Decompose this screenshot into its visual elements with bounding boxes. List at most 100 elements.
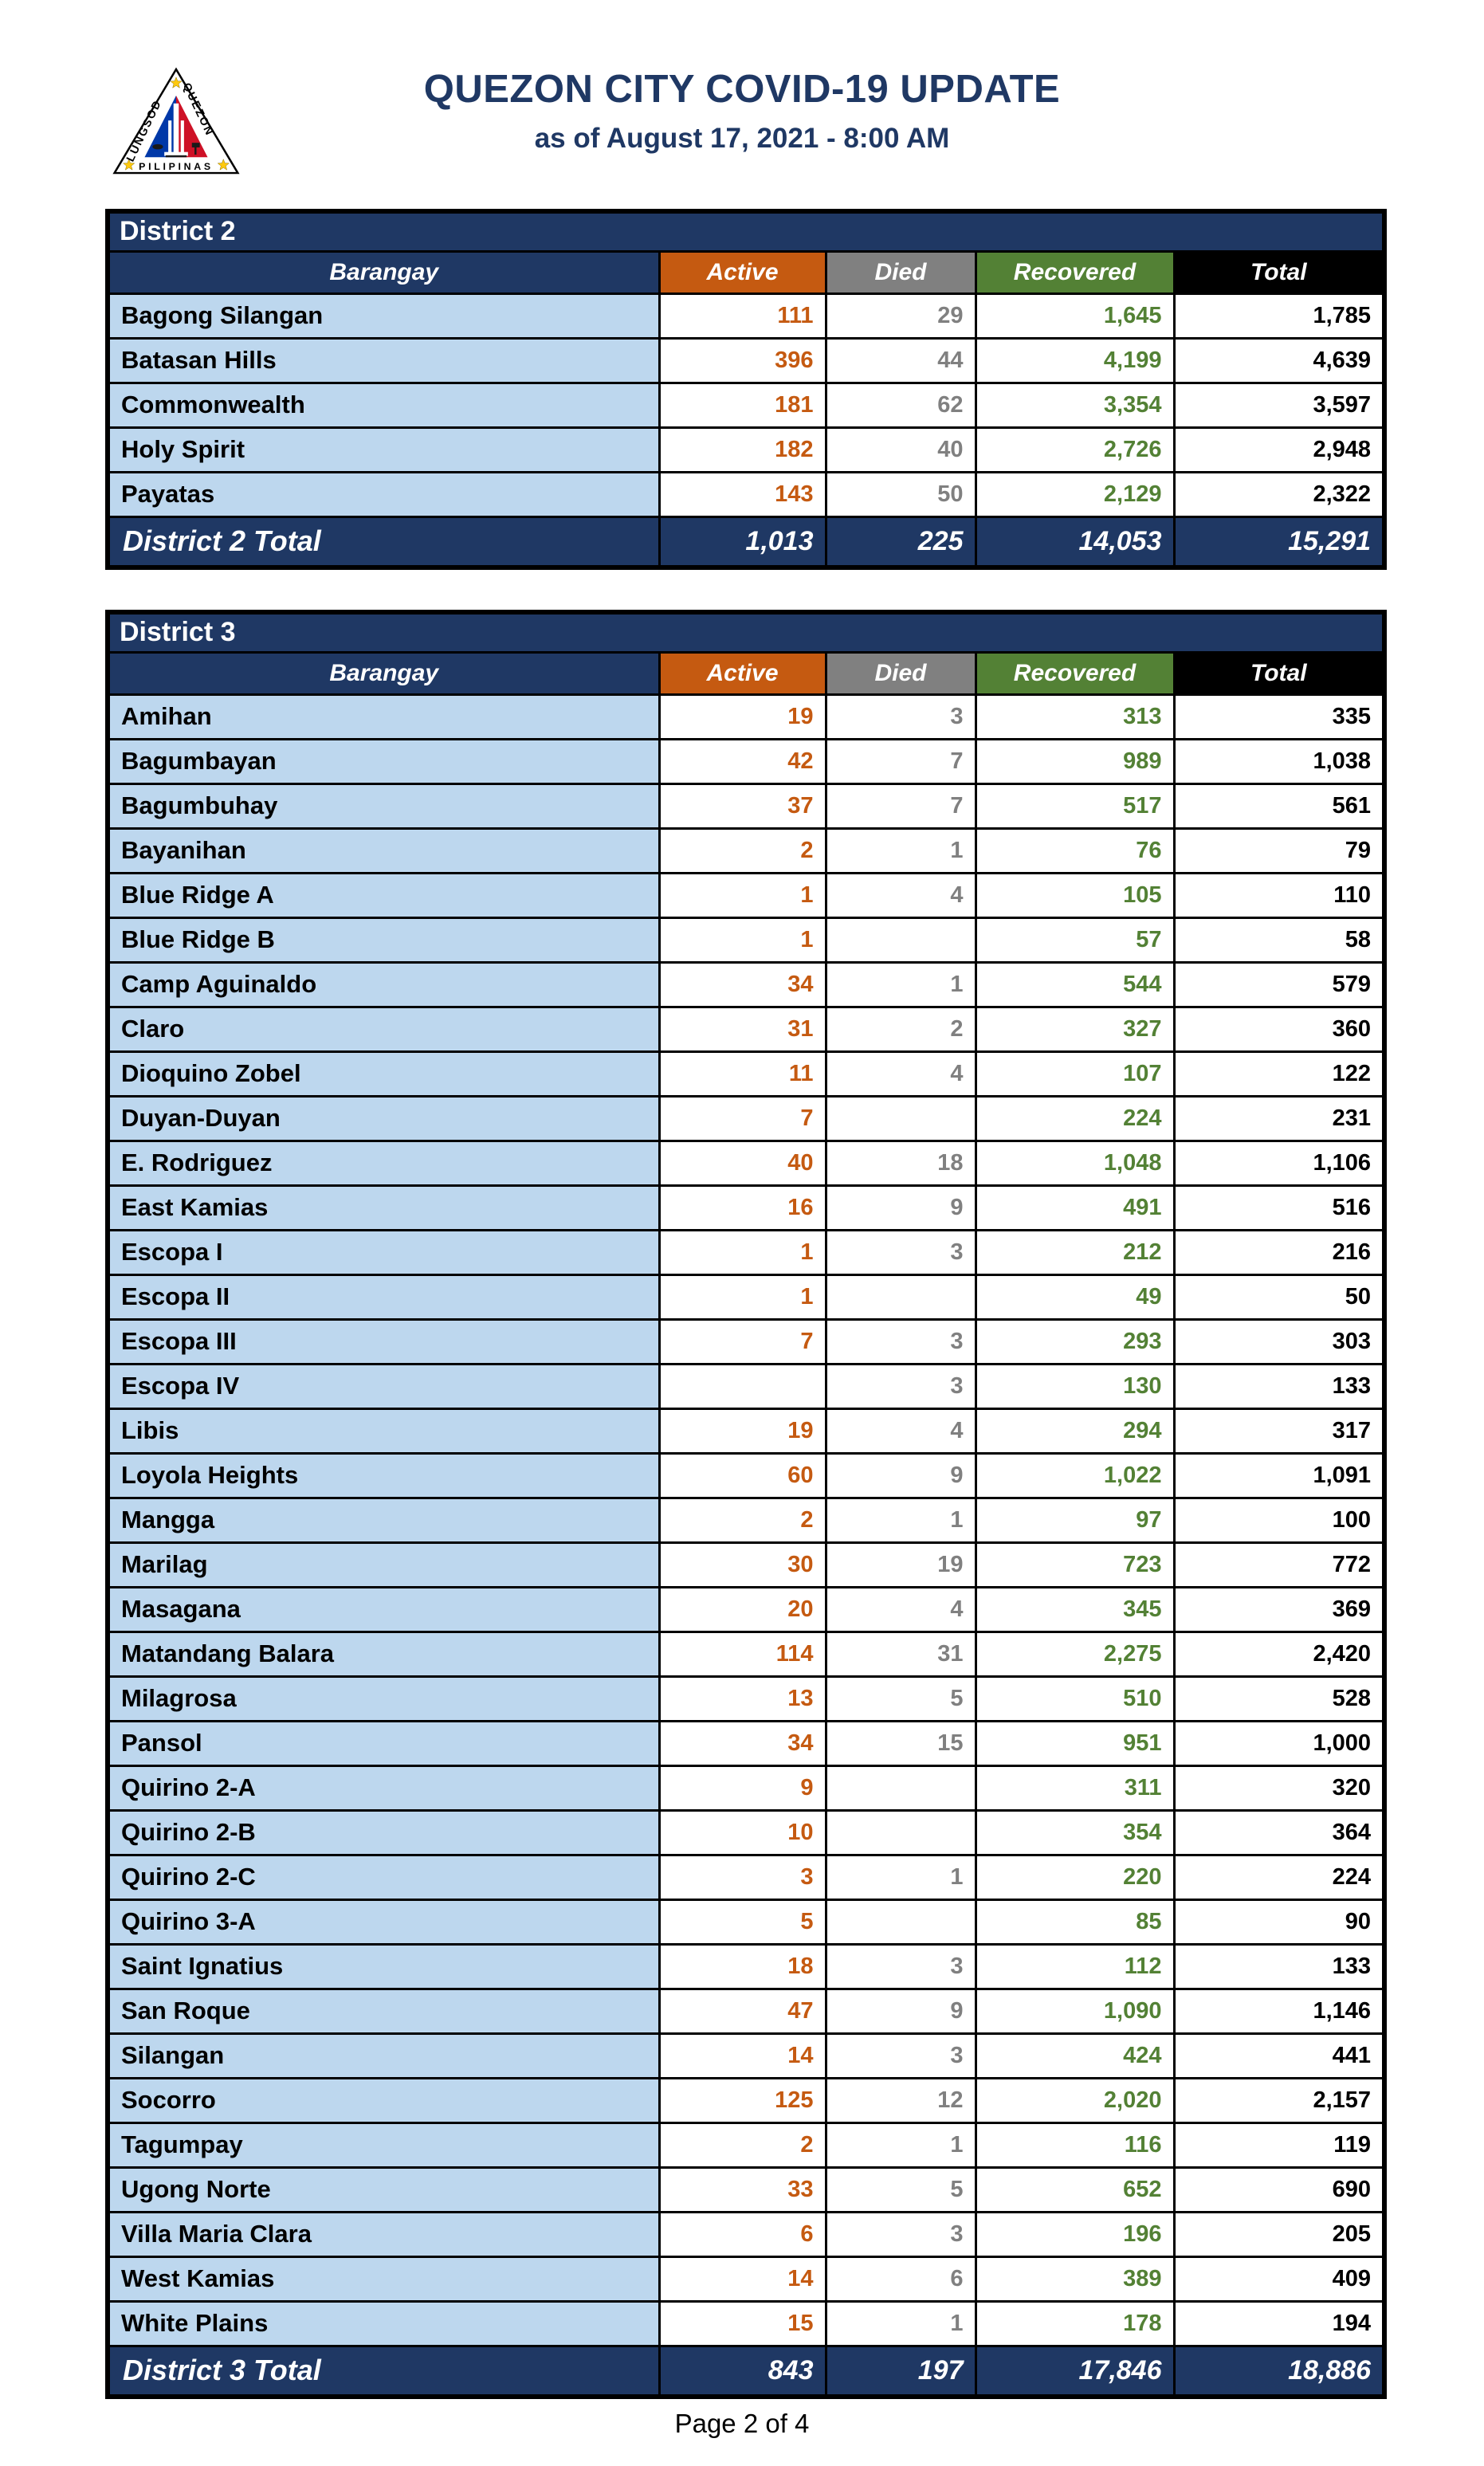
table-row: Marilag 30 19 723 772 bbox=[106, 1541, 1386, 1588]
active-cell: 18 bbox=[658, 1942, 827, 1990]
total-cell: 335 bbox=[1172, 693, 1386, 740]
active-cell: 2 bbox=[658, 827, 827, 874]
died-cell bbox=[824, 1094, 977, 1142]
district-total-total: 18,886 bbox=[1172, 2344, 1386, 2398]
district-total-died: 225 bbox=[824, 515, 977, 569]
barangay-name-cell: Payatas bbox=[106, 470, 661, 518]
total-cell: 317 bbox=[1172, 1407, 1386, 1455]
recovered-cell: 293 bbox=[974, 1317, 1176, 1365]
table-row: Masagana 20 4 345 369 bbox=[106, 1585, 1386, 1633]
barangay-name-cell: Escopa I bbox=[106, 1228, 661, 1276]
total-cell: 231 bbox=[1172, 1094, 1386, 1142]
table-row: Mangga 2 1 97 100 bbox=[106, 1496, 1386, 1544]
active-cell: 181 bbox=[658, 381, 827, 429]
table-row: Quirino 2-C 3 1 220 224 bbox=[106, 1853, 1386, 1901]
barangay-name-cell: Batasan Hills bbox=[106, 336, 661, 384]
total-cell: 224 bbox=[1172, 1853, 1386, 1901]
recovered-cell: 178 bbox=[974, 2299, 1176, 2347]
column-header-total: Total bbox=[1172, 249, 1386, 295]
district-total-row: District 3 Total 843 197 17,846 18,886 bbox=[106, 2344, 1386, 2398]
table-row: Pansol 34 15 951 1,000 bbox=[106, 1719, 1386, 1767]
star-icon bbox=[217, 159, 230, 171]
died-cell: 3 bbox=[824, 693, 977, 740]
barangay-name-cell: Quirino 2-A bbox=[106, 1764, 661, 1812]
total-cell: 772 bbox=[1172, 1541, 1386, 1588]
barangay-name-cell: Mangga bbox=[106, 1496, 661, 1544]
table-row: Dioquino Zobel 11 4 107 122 bbox=[106, 1050, 1386, 1098]
table-row: Loyola Heights 60 9 1,022 1,091 bbox=[106, 1451, 1386, 1499]
total-cell: 1,091 bbox=[1172, 1451, 1386, 1499]
district-total-active: 1,013 bbox=[658, 515, 827, 569]
recovered-cell: 424 bbox=[974, 2032, 1176, 2079]
died-cell: 5 bbox=[824, 2166, 977, 2213]
barangay-name-cell: Tagumpay bbox=[106, 2121, 661, 2169]
died-cell: 1 bbox=[824, 827, 977, 874]
total-cell: 2,948 bbox=[1172, 426, 1386, 473]
table-row: Quirino 3-A 5 85 90 bbox=[106, 1898, 1386, 1946]
recovered-cell: 85 bbox=[974, 1898, 1176, 1946]
died-cell: 62 bbox=[824, 381, 977, 429]
died-cell: 2 bbox=[824, 1005, 977, 1053]
barangay-name-cell: Blue Ridge A bbox=[106, 871, 661, 919]
recovered-cell: 76 bbox=[974, 827, 1176, 874]
active-cell: 11 bbox=[658, 1050, 827, 1098]
column-header-barangay: Barangay bbox=[106, 249, 661, 295]
total-cell: 110 bbox=[1172, 871, 1386, 919]
table-row: Payatas 143 50 2,129 2,322 bbox=[106, 470, 1386, 518]
table-row: Camp Aguinaldo 34 1 544 579 bbox=[106, 960, 1386, 1008]
recovered-cell: 510 bbox=[974, 1675, 1176, 1722]
died-cell: 9 bbox=[824, 1184, 977, 1231]
total-cell: 2,420 bbox=[1172, 1630, 1386, 1678]
recovered-cell: 517 bbox=[974, 782, 1176, 830]
total-cell: 303 bbox=[1172, 1317, 1386, 1365]
table-row: White Plains 15 1 178 194 bbox=[106, 2299, 1386, 2347]
total-cell: 90 bbox=[1172, 1898, 1386, 1946]
barangay-name-cell: Socorro bbox=[106, 2076, 661, 2124]
table-row: Batasan Hills 396 44 4,199 4,639 bbox=[106, 336, 1386, 384]
active-cell: 9 bbox=[658, 1764, 827, 1812]
total-cell: 133 bbox=[1172, 1362, 1386, 1410]
recovered-cell: 491 bbox=[974, 1184, 1176, 1231]
column-header-row: Barangay Active Died Recovered Total bbox=[106, 650, 1386, 696]
active-cell: 125 bbox=[658, 2076, 827, 2124]
active-cell: 19 bbox=[658, 693, 827, 740]
active-cell: 20 bbox=[658, 1585, 827, 1633]
died-cell: 15 bbox=[824, 1719, 977, 1767]
total-cell: 205 bbox=[1172, 2210, 1386, 2258]
died-cell: 6 bbox=[824, 2255, 977, 2303]
page-header: LUNGSOD QUEZON PILIPINAS QUEZON CITY COV… bbox=[0, 0, 1484, 209]
active-cell: 15 bbox=[658, 2299, 827, 2347]
total-cell: 194 bbox=[1172, 2299, 1386, 2347]
column-header-recovered: Recovered bbox=[974, 249, 1176, 295]
table-row: Saint Ignatius 18 3 112 133 bbox=[106, 1942, 1386, 1990]
recovered-cell: 327 bbox=[974, 1005, 1176, 1053]
active-cell: 14 bbox=[658, 2255, 827, 2303]
died-cell: 50 bbox=[824, 470, 977, 518]
recovered-cell: 224 bbox=[974, 1094, 1176, 1142]
barangay-name-cell: Blue Ridge B bbox=[106, 916, 661, 964]
total-cell: 364 bbox=[1172, 1808, 1386, 1856]
recovered-cell: 105 bbox=[974, 871, 1176, 919]
barangay-name-cell: E. Rodriguez bbox=[106, 1139, 661, 1187]
total-cell: 122 bbox=[1172, 1050, 1386, 1098]
active-cell: 396 bbox=[658, 336, 827, 384]
active-cell: 30 bbox=[658, 1541, 827, 1588]
column-header-died: Died bbox=[824, 249, 977, 295]
barangay-name-cell: Ugong Norte bbox=[106, 2166, 661, 2213]
active-cell: 10 bbox=[658, 1808, 827, 1856]
table-row: Blue Ridge B 1 57 58 bbox=[106, 916, 1386, 964]
table-row: Escopa II 1 49 50 bbox=[106, 1273, 1386, 1321]
recovered-cell: 4,199 bbox=[974, 336, 1176, 384]
recovered-cell: 1,022 bbox=[974, 1451, 1176, 1499]
district-total-row: District 2 Total 1,013 225 14,053 15,291 bbox=[106, 515, 1386, 569]
died-cell: 4 bbox=[824, 1407, 977, 1455]
recovered-cell: 130 bbox=[974, 1362, 1176, 1410]
district-title: District 3 bbox=[106, 611, 1386, 654]
active-cell: 13 bbox=[658, 1675, 827, 1722]
district-total-label: District 2 Total bbox=[106, 515, 661, 569]
total-cell: 441 bbox=[1172, 2032, 1386, 2079]
recovered-cell: 1,645 bbox=[974, 292, 1176, 340]
barangay-name-cell: Bagumbayan bbox=[106, 737, 661, 785]
active-cell: 2 bbox=[658, 1496, 827, 1544]
district-total-recovered: 14,053 bbox=[974, 515, 1176, 569]
